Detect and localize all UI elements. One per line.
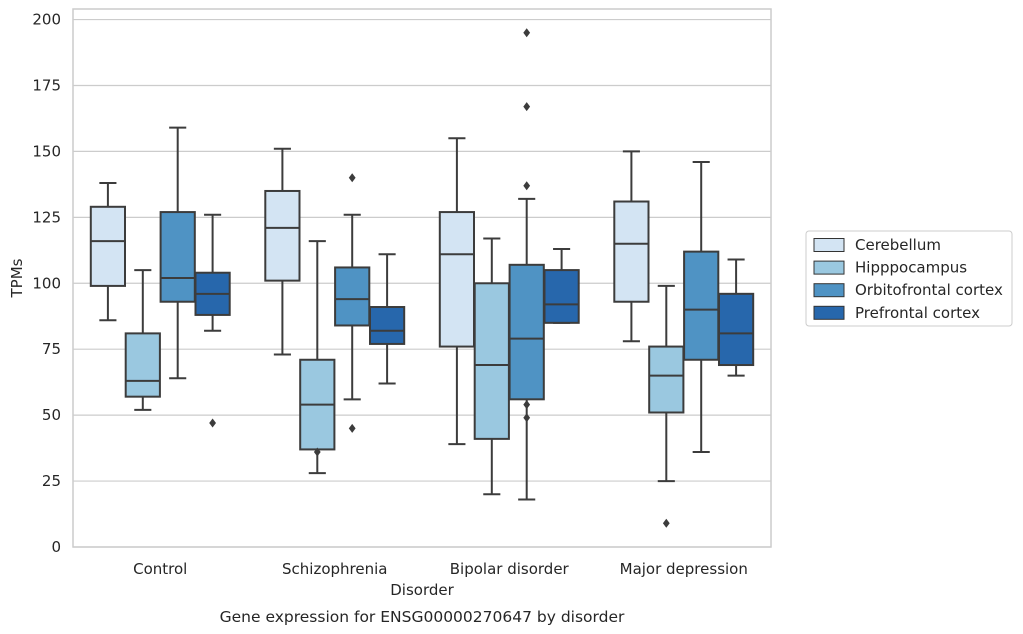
box-iqr [473,282,510,440]
y-tick-label: 125 [32,208,61,226]
y-tick-label: 100 [32,274,61,292]
legend-swatch [813,260,845,275]
box-iqr [368,306,406,345]
legend-swatch [813,238,845,252]
outlier-point [662,518,670,528]
outlier-point [348,423,356,433]
legend-label: Orbitofrontal cortex [855,281,1003,299]
outlier-point [523,181,531,191]
outlier-point [209,418,216,428]
box-iqr [159,211,196,303]
box-iqr [683,250,720,361]
outlier-point [523,28,531,38]
legend-swatch [813,283,845,298]
x-tick-label: Bipolar disorder [450,560,570,578]
y-axis-label: TPMs [8,258,26,298]
series-group [89,137,650,446]
y-tick-label: 50 [42,406,61,424]
box-iqr [264,189,301,282]
box-iqr [543,269,580,324]
x-axis-label: Disorder [390,581,454,599]
box-iqr [124,332,161,398]
legend-frame [805,230,1013,327]
outlier-point [348,173,356,183]
box-series [89,28,755,528]
legend-label: Hipppocampus [855,259,967,277]
box-iqr [508,263,545,401]
box-iqr [717,292,755,367]
y-tick-label: 200 [32,11,61,29]
y-tick-label: 25 [42,472,61,490]
outlier-point [523,102,531,112]
x-tick-label: Major depression [620,560,748,578]
x-tick-label: Schizophrenia [282,560,387,578]
plot-frame [72,8,772,548]
legend-label: Prefrontal cortex [855,304,980,322]
series-group [194,213,755,428]
outlier-point [313,447,321,457]
figure-caption: Gene expression for ENSG00000270647 by d… [220,608,625,626]
box-iqr [613,200,650,303]
box-iqr [648,345,685,414]
box-iqr [89,205,127,287]
box-iqr [334,266,371,327]
legend-label: Cerebellum [855,236,941,254]
series-group [159,28,720,501]
legend: Cerebellum Hipppocampus Orbitofrontal cort… [805,230,1013,327]
x-tick-label: Control [133,560,187,578]
outlier-point [523,400,531,410]
outlier-point [523,413,531,423]
series-group [124,237,685,528]
y-tick-label: 75 [42,340,61,358]
y-tick-labels: 0 25 50 75 100 125 150 175 200 [32,11,61,556]
legend-swatch [813,305,845,320]
y-tick-label: 150 [32,142,61,160]
x-tick-labels: Control Schizophrenia Bipolar disorder Majo… [133,560,748,578]
y-tick-label: 175 [32,76,61,94]
box-iqr [438,211,476,348]
y-tick-label: 0 [51,538,61,556]
